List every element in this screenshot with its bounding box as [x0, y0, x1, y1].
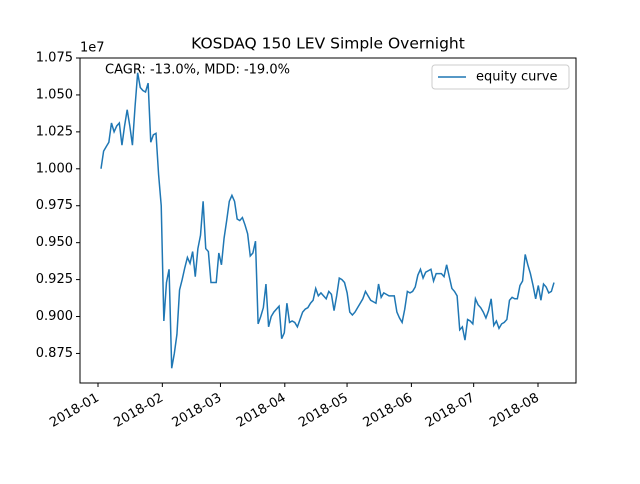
- x-tick-label: 2018-03: [170, 391, 225, 431]
- y-tick-label: 0.900: [36, 309, 73, 324]
- annotation: CAGR: -13.0%, MDD: -19.0%: [105, 63, 290, 78]
- y-tick-label: 1.025: [36, 124, 73, 139]
- y-offset: 1e7: [80, 41, 105, 56]
- y-tick-label: 1.075: [36, 51, 73, 66]
- axes-frame: [79, 57, 577, 384]
- line-series: [100, 72, 555, 369]
- x-tick-label: 2018-01: [47, 391, 102, 431]
- x-tick-label: 2018-05: [296, 391, 351, 431]
- y-tick-label: 1.050: [36, 87, 73, 102]
- y-tick-label: 0.925: [36, 272, 73, 287]
- x-tick-label: 2018-04: [234, 391, 289, 431]
- x-tick-label: 2018-07: [423, 391, 478, 431]
- x-tick-label: 2018-02: [112, 391, 167, 431]
- x-tick-label: 2018-06: [361, 391, 416, 431]
- x-tick-label: 2018-08: [487, 391, 542, 431]
- y-tick-label: 0.975: [36, 198, 73, 213]
- chart-title: KOSDAQ 150 LEV Simple Overnight: [191, 35, 465, 53]
- y-tick-label: 0.950: [36, 235, 73, 250]
- y-tick-label: 0.875: [36, 346, 73, 361]
- y-tick-label: 1.000: [36, 161, 73, 176]
- legend-box: [431, 64, 570, 90]
- legend-label: equity curve: [476, 70, 557, 85]
